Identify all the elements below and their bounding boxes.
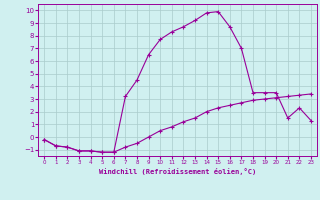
X-axis label: Windchill (Refroidissement éolien,°C): Windchill (Refroidissement éolien,°C) — [99, 168, 256, 175]
